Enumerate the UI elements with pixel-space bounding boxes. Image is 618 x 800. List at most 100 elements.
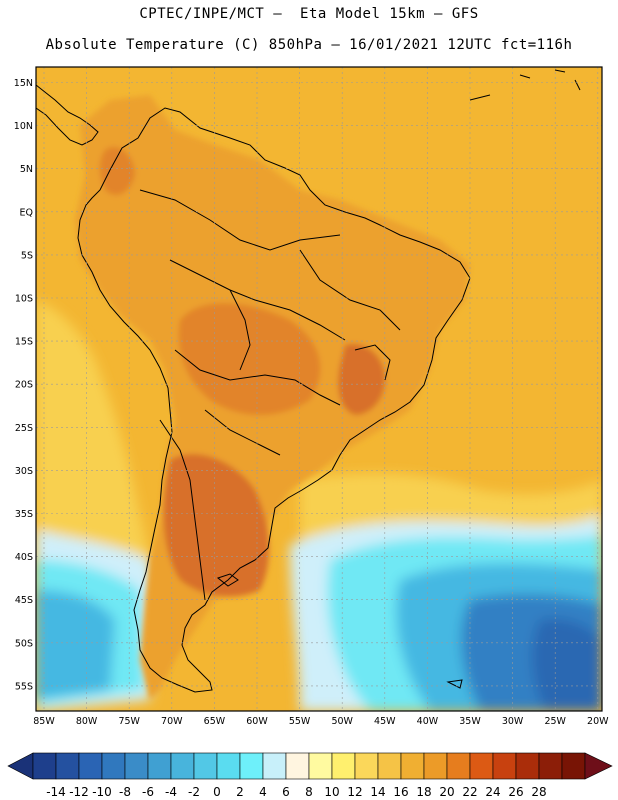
- map-subtitle: Absolute Temperature (C) 850hPa – 16/01/…: [45, 37, 573, 53]
- longitude-label: 60W: [246, 716, 268, 727]
- colorbar-swatch: [55, 752, 80, 780]
- latitude-label: 25S: [15, 423, 33, 434]
- colorbar-swatch: [469, 752, 494, 780]
- longitude-label: 35W: [459, 716, 481, 727]
- colorbar-swatch: [78, 752, 103, 780]
- colorbar-tick-label: -2: [188, 785, 200, 799]
- colorbar-left-arrow: [7, 752, 34, 780]
- latitude-label: 5S: [21, 250, 33, 261]
- cold-region-mid: [36, 563, 602, 711]
- colorbar-swatch: [308, 752, 333, 780]
- latitude-label: 10S: [15, 294, 33, 305]
- colorbar-swatch: [262, 752, 287, 780]
- colorbar-swatch: [239, 752, 264, 780]
- latitude-label: 15S: [15, 337, 33, 348]
- latitude-label: 55S: [15, 681, 33, 692]
- colorbar-swatch: [561, 752, 586, 780]
- colorbar-swatch: [285, 752, 310, 780]
- latitude-label: 30S: [15, 466, 33, 477]
- colorbar-swatch: [538, 752, 563, 780]
- colorbar-tick-label: 2: [236, 785, 244, 799]
- colorbar-tick-label: 10: [324, 785, 339, 799]
- longitude-label: 55W: [289, 716, 311, 727]
- colorbar-swatch: [377, 752, 402, 780]
- coastline-caribbean-islands: [469, 69, 581, 101]
- colorbar-tick-label: -10: [92, 785, 112, 799]
- colorbar-swatch: [170, 752, 195, 780]
- longitude-label: 20W: [587, 716, 609, 727]
- longitude-label: 85W: [33, 716, 55, 727]
- colorbar-swatch: [446, 752, 471, 780]
- cold-region-deepest: [532, 618, 602, 711]
- colorbar-tick-labels: -14 -12 -10 -8 -6 -4 -2 0 2 4 6 8 10 12 14 16 18 20 22 24 26…: [46, 785, 546, 799]
- longitude-label: 70W: [161, 716, 183, 727]
- colorbar-tick-label: 6: [282, 785, 290, 799]
- latitude-label: 50S: [15, 638, 33, 649]
- coastline-and-borders: [36, 69, 581, 693]
- longitude-label: 45W: [374, 716, 396, 727]
- colorbar-swatch: [101, 752, 126, 780]
- colorbar-tick-label: 26: [508, 785, 523, 799]
- border-internal-3: [159, 249, 401, 601]
- latitude-label: 45S: [15, 595, 33, 606]
- map-frame: [35, 66, 603, 712]
- colorbar-swatch: [423, 752, 448, 780]
- latitude-label: 35S: [15, 509, 33, 520]
- colorbar-swatch: [32, 752, 57, 780]
- colorbar-tick-label: 16: [393, 785, 408, 799]
- longitude-label: 50W: [331, 716, 353, 727]
- latitude-label: 10N: [14, 121, 33, 132]
- border-internal-2: [174, 289, 341, 456]
- longitude-label: 30W: [502, 716, 524, 727]
- colorbar-tick-label: -8: [119, 785, 131, 799]
- colorbar-swatch: [147, 752, 172, 780]
- colorbar-swatch: [400, 752, 425, 780]
- border-internal-1: [139, 189, 346, 341]
- hot-region-north: [99, 146, 135, 195]
- colorbar-right-arrow: [584, 752, 613, 780]
- colorbar-swatch: [216, 752, 241, 780]
- coastline-south-georgia: [446, 679, 463, 689]
- longitude-labels: 85W 80W 75W 70W 65W 60W 55W 50W 45W 40W 35W 30W 25W 2…: [33, 716, 609, 727]
- colorbar-tick-label: 12: [347, 785, 362, 799]
- colorbar-tick-label: 0: [213, 785, 221, 799]
- colorbar-tick-label: -6: [142, 785, 154, 799]
- colorbar-swatch: [193, 752, 218, 780]
- latitude-label: EQ: [20, 207, 33, 218]
- longitude-label: 80W: [76, 716, 98, 727]
- latitude-label: 20S: [15, 380, 33, 391]
- hot-region-southeast-brazil: [338, 344, 385, 415]
- colorbar-tick-label: 18: [416, 785, 431, 799]
- colorbar-tick-label: 28: [531, 785, 546, 799]
- coastline-falklands: [216, 573, 239, 587]
- colorbar-tick-label: 14: [370, 785, 385, 799]
- longitude-label: 40W: [417, 716, 439, 727]
- lat-lon-grid: [36, 67, 602, 711]
- colorbar-tick-label: -4: [165, 785, 177, 799]
- latitude-labels: 15N 10N 5N EQ 5S 10S 15S 20S 25S 30S 35S 40S 45S 50S 5…: [14, 78, 33, 692]
- colorbar-swatch: [331, 752, 356, 780]
- colorbar: [7, 752, 613, 780]
- colorbar-swatch: [124, 752, 149, 780]
- map-title: CPTEC/INPE/MCT – Eta Model 15km – GFS: [139, 6, 479, 22]
- latitude-label: 5N: [20, 164, 33, 175]
- temperature-field: [36, 67, 602, 711]
- latitude-label: 40S: [15, 552, 33, 563]
- colorbar-swatch: [515, 752, 540, 780]
- longitude-label: 75W: [118, 716, 140, 727]
- colorbar-swatch: [492, 752, 517, 780]
- colorbar-tick-label: 8: [305, 785, 313, 799]
- colorbar-tick-label: -12: [69, 785, 89, 799]
- mild-region-southwest: [36, 300, 150, 560]
- longitude-label: 65W: [204, 716, 226, 727]
- coastline-south-america: [77, 107, 471, 693]
- colorbar-tick-label: 22: [462, 785, 477, 799]
- colorbar-tick-label: -14: [46, 785, 66, 799]
- colorbar-swatch: [354, 752, 379, 780]
- longitude-label: 25W: [544, 716, 566, 727]
- colorbar-tick-label: 4: [259, 785, 267, 799]
- latitude-label: 15N: [14, 78, 33, 89]
- hot-region-patagonia: [165, 521, 226, 585]
- colorbar-tick-label: 20: [439, 785, 454, 799]
